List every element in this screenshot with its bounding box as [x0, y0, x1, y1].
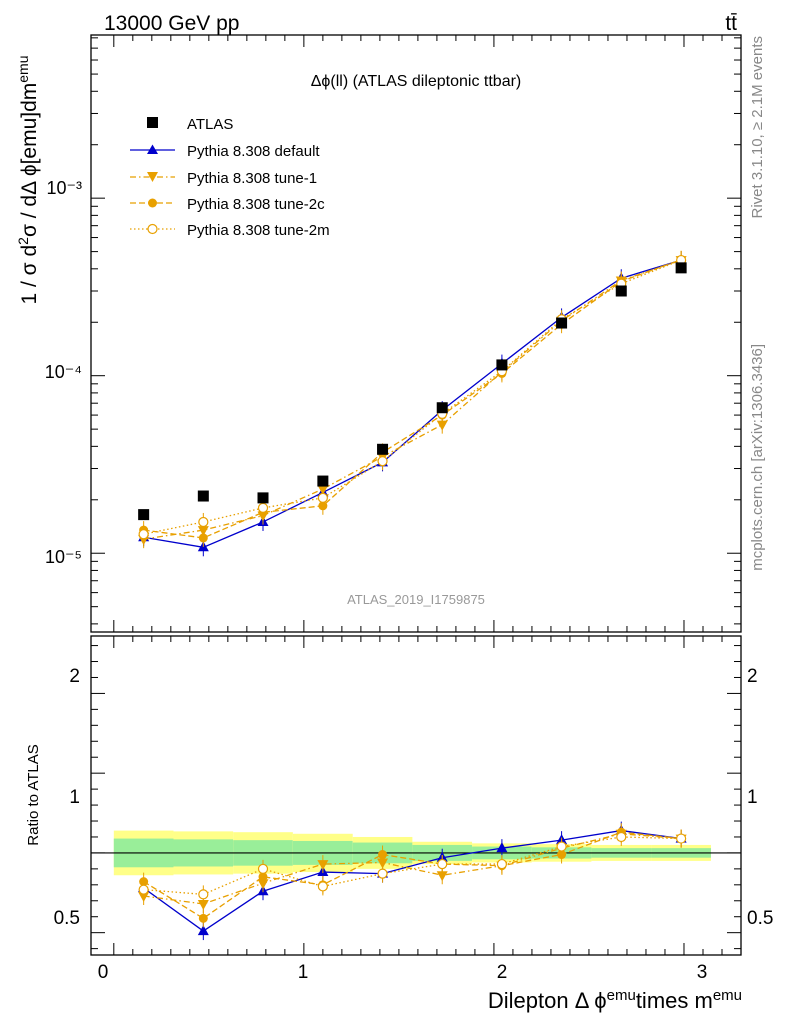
main-y-tick-label-1e-5: 10⁻⁵	[45, 547, 82, 567]
ratio-point-pythia-8-308-tune-1	[197, 899, 209, 910]
ratio-y-tick-label-0.5: 0.5	[54, 908, 80, 929]
main-point-atlas	[675, 262, 687, 274]
ratio-point-pythia-8-308-tune-2m	[437, 858, 448, 870]
ratio-point-pythia-8-308-tune-2m	[377, 868, 388, 879]
legend-label-tune-1: Pythia 8.308 tune-1	[187, 170, 317, 187]
main-point-pythia-8-308-tune-2m	[377, 456, 388, 467]
main-point-atlas	[197, 490, 209, 502]
ratio-y-axis-label: Ratio to ATLAS	[25, 744, 42, 845]
legend-marker-tune-2c	[148, 198, 157, 208]
ratio-y-tick-label-right-1: 1	[747, 787, 758, 808]
legend-marker-default	[147, 144, 158, 154]
ratio-y-tick-label-right-0.5: 0.5	[747, 908, 773, 929]
x-tick-label-0: 0	[98, 962, 109, 983]
ratio-point-pythia-8-308-tune-2m	[198, 889, 209, 900]
main-point-pythia-8-308-tune-2c	[198, 533, 208, 543]
x-tick-label-2: 2	[497, 962, 508, 983]
ratio-point-pythia-8-308-tune-2m	[616, 831, 627, 843]
ratio-point-pythia-8-308-tune-2m	[676, 833, 687, 844]
chart-title: Δϕ(ll) (ATLAS dileptonic ttbar)	[311, 73, 522, 90]
main-point-atlas	[257, 492, 269, 504]
x-axis-label: Dilepton Δ ϕemutimes memu	[488, 987, 742, 1014]
ratio-point-pythia-8-308-tune-2m	[317, 881, 328, 892]
x-tick-label-1: 1	[298, 962, 309, 983]
main-point-atlas	[496, 359, 508, 371]
source-label: mcplots.cern.ch [arXiv:1306.3436]	[749, 344, 766, 571]
main-y-axis-label: 1 / σ d2σ / dΔ ϕ[emu]dmemu	[15, 55, 41, 304]
legend-label-tune-2m: Pythia 8.308 tune-2m	[187, 222, 330, 239]
ratio-point-pythia-8-308-tune-2m	[496, 858, 508, 870]
main-point-atlas	[377, 443, 389, 455]
legend-label-atlas: ATLAS	[187, 116, 233, 133]
ratio-line-pythia-8-308-tune-2m	[143, 836, 682, 896]
legend-marker-tune-2m	[147, 223, 158, 235]
main-y-tick-label-1e-3: 10⁻³	[46, 178, 82, 198]
ratio-y-tick-label-2: 2	[69, 666, 80, 687]
legend-marker-atlas	[147, 117, 158, 128]
main-point-atlas	[138, 509, 150, 521]
ratio-plot-frame	[90, 635, 742, 956]
rivet-label: Rivet 3.1.10, ≥ 2.1M events	[749, 36, 766, 219]
main-plot-frame	[90, 34, 742, 633]
ratio-line-pythia-8-308-tune-1	[143, 833, 682, 905]
chart-marks	[90, 34, 742, 956]
main-point-atlas	[317, 475, 329, 487]
main-point-atlas	[436, 402, 448, 414]
process-label: tt̄	[725, 12, 737, 35]
ratio-point-pythia-8-308-tune-2m	[257, 863, 269, 874]
ratio-point-pythia-8-308-tune-1	[436, 871, 448, 882]
main-point-pythia-8-308-tune-2m	[257, 502, 269, 514]
main-line-pythia-8-308-tune-1	[143, 259, 682, 540]
ratio-y-tick-label-1: 1	[69, 787, 80, 808]
x-tick-label-3: 3	[697, 962, 708, 983]
ratio-point-pythia-8-308-tune-2m	[556, 841, 567, 852]
legend-label-default: Pythia 8.308 default	[187, 143, 320, 160]
main-point-pythia-8-308-tune-1	[436, 420, 448, 431]
legend-marker-tune-1	[147, 172, 158, 182]
main-point-pythia-8-308-tune-2m	[138, 529, 149, 540]
ratio-point-pythia-8-308-default	[496, 842, 508, 853]
ratio-line-pythia-8-308-default	[143, 829, 682, 932]
main-line-pythia-8-308-tune-2m	[143, 259, 682, 535]
main-point-pythia-8-308-tune-2m	[198, 516, 209, 528]
analysis-watermark: ATLAS_2019_I1759875	[347, 592, 485, 607]
legend: ATLAS Pythia 8.308 default Pythia 8.308 …	[130, 116, 330, 239]
ratio-point-pythia-8-308-tune-2c	[378, 850, 388, 860]
legend-label-tune-2c: Pythia 8.308 tune-2c	[187, 196, 325, 213]
main-line-pythia-8-308-tune-2c	[143, 259, 682, 539]
main-y-tick-label-1e-4: 10⁻⁴	[45, 362, 82, 382]
ratio-point-pythia-8-308-tune-2c	[198, 913, 208, 923]
main-point-atlas	[615, 285, 627, 297]
main-point-atlas	[556, 317, 568, 329]
energy-label: 13000 GeV pp	[104, 12, 239, 35]
main-line-pythia-8-308-default	[143, 259, 682, 548]
ratio-y-tick-label-right-2: 2	[747, 666, 758, 687]
main-point-pythia-8-308-tune-2m	[317, 492, 328, 503]
ratio-point-pythia-8-308-default	[197, 925, 209, 936]
ratio-point-pythia-8-308-tune-2m	[138, 884, 149, 895]
ratio-line-pythia-8-308-tune-2c	[143, 831, 682, 920]
ratio-point-pythia-8-308-tune-1	[317, 860, 329, 871]
